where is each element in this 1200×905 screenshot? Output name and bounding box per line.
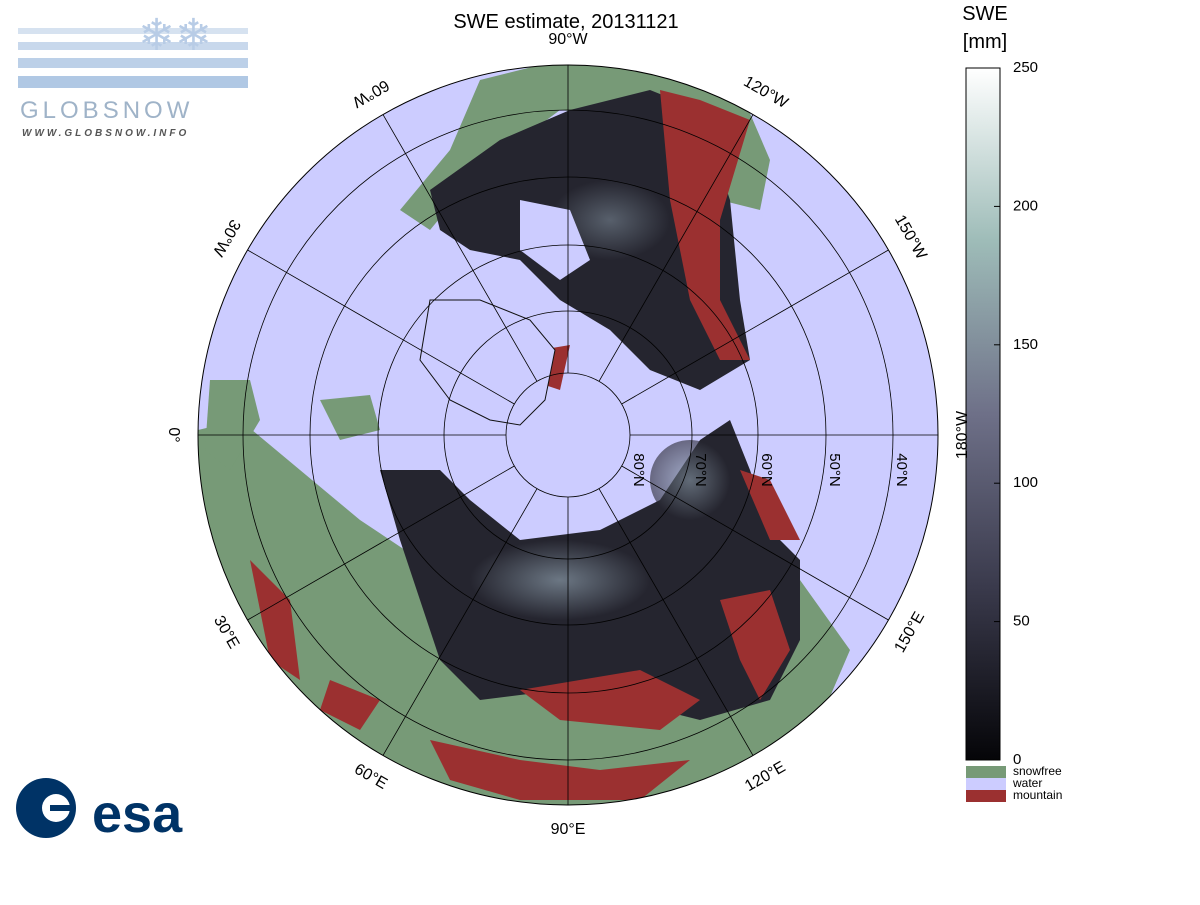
meridian — [247, 465, 515, 621]
parallel-label: 60°N — [758, 453, 775, 487]
meridian-label: 150°W — [891, 212, 930, 263]
colorbar-tick-label: 150 — [1013, 336, 1038, 353]
parallel-label: 50°N — [826, 453, 843, 487]
meridian-label: 90°W — [548, 31, 588, 48]
meridian — [247, 249, 515, 405]
globsnow-logo: ❄❄ GLOBSNOW WWW.GLOBSNOW.INFO — [18, 11, 248, 139]
parallel-label: 40°N — [893, 453, 910, 487]
legend-swatch — [966, 778, 1006, 790]
meridian-label: 60°E — [351, 761, 390, 793]
colorbar-label: [mm] — [963, 31, 1007, 53]
colorbar-label: SWE — [962, 3, 1008, 25]
logo-text: GLOBSNOW — [20, 97, 193, 124]
meridian-label: 120°W — [741, 73, 792, 112]
parallel-label: 70°N — [692, 453, 709, 487]
colorbar-tick-label: 250 — [1013, 59, 1038, 76]
meridian-label: 120°E — [742, 759, 788, 796]
esa-logo: esa — [16, 778, 183, 844]
colorbar-tick-label: 0 — [1013, 751, 1021, 768]
meridian-label: 30°E — [210, 613, 242, 652]
colorbar — [965, 67, 1001, 761]
logo-url: WWW.GLOBSNOW.INFO — [22, 128, 189, 139]
graticule — [198, 65, 938, 805]
meridian — [621, 249, 889, 405]
meridian-label: 180°W — [954, 410, 971, 459]
legend-label: snowfree — [1013, 764, 1062, 778]
meridian-label: 90°E — [551, 821, 586, 838]
meridian — [382, 114, 538, 382]
legend-label: mountain — [1013, 788, 1062, 802]
meridian — [598, 488, 754, 756]
svg-text:❄❄: ❄❄ — [138, 11, 212, 60]
meridian-label: 60°W — [349, 76, 392, 111]
meridian-label: 0° — [165, 427, 182, 442]
colorbar-tick-label: 100 — [1013, 474, 1038, 491]
map-title: SWE estimate, 20131121 — [453, 11, 678, 33]
legend-label: water — [1012, 776, 1042, 790]
esa-text: esa — [92, 784, 183, 844]
meridian — [382, 488, 538, 756]
legend-swatch — [966, 766, 1006, 778]
legend-swatch — [966, 790, 1006, 802]
meridian-label: 30°W — [209, 216, 244, 259]
globe-border — [197, 64, 939, 806]
colorbar-tick-label: 50 — [1013, 613, 1030, 630]
parallel-label: 80°N — [630, 453, 647, 487]
meridian — [598, 114, 754, 382]
meridian-label: 150°E — [892, 609, 929, 655]
colorbar-tick-label: 200 — [1013, 197, 1038, 214]
meridian — [621, 465, 889, 621]
